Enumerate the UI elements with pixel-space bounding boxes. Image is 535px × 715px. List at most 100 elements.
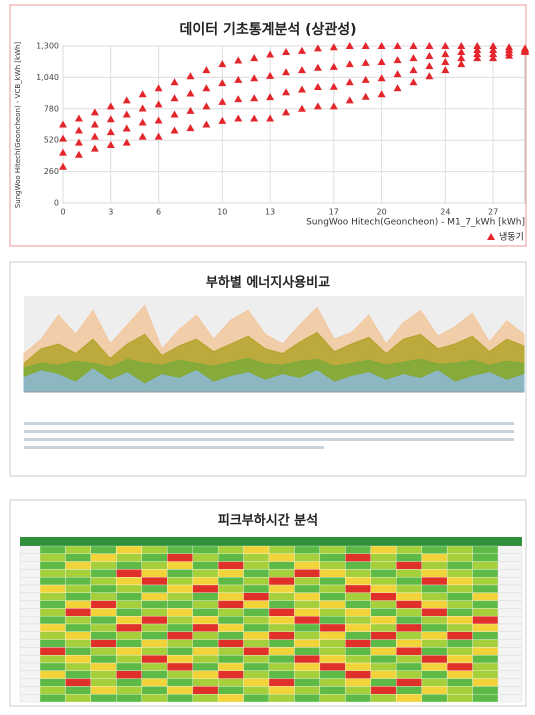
cell: [90, 608, 117, 617]
cell: [370, 545, 397, 554]
cell: [370, 670, 397, 679]
cell: [268, 670, 295, 679]
row-total: [497, 623, 523, 632]
point: [361, 42, 370, 49]
cell: [345, 662, 371, 671]
point: [218, 79, 227, 87]
plot-area: [62, 45, 526, 204]
point: [393, 56, 402, 64]
cell: [116, 623, 142, 632]
cell: [167, 639, 193, 648]
cell: [268, 623, 295, 632]
row-header: [19, 670, 41, 679]
cell: [90, 686, 117, 695]
row-total: [497, 577, 523, 586]
cell: [370, 655, 397, 664]
cell: [141, 670, 168, 679]
cell: [217, 561, 244, 570]
cell: [243, 553, 270, 562]
point: [361, 92, 370, 100]
y-tick-label: 780: [44, 104, 59, 113]
cell: [421, 584, 448, 593]
cell: [65, 694, 92, 703]
cell: [446, 670, 473, 679]
cell: [243, 577, 270, 586]
cell: [446, 561, 473, 570]
legend-placeholder: [24, 422, 514, 449]
x-tick-label: 17: [329, 208, 339, 217]
cell: [370, 616, 397, 625]
cell: [39, 553, 66, 562]
cell: [39, 686, 66, 695]
cell: [294, 545, 321, 554]
cell: [39, 592, 66, 601]
cell: [167, 561, 193, 570]
cell: [421, 608, 448, 617]
cell: [243, 600, 270, 609]
point: [106, 141, 115, 149]
cell: [90, 670, 117, 679]
cell: [217, 694, 244, 703]
cell: [141, 686, 168, 695]
cell: [446, 584, 473, 593]
cell: [446, 694, 473, 703]
cell: [90, 600, 117, 609]
cell: [243, 647, 270, 656]
cell: [446, 623, 473, 632]
row-header: [19, 623, 41, 632]
cell: [472, 553, 499, 562]
point: [457, 48, 466, 56]
point: [313, 44, 322, 52]
cell: [294, 569, 321, 578]
cell: [116, 631, 142, 640]
cell: [268, 686, 295, 695]
cell: [39, 694, 66, 703]
cell: [268, 608, 295, 617]
cell: [90, 639, 117, 648]
cell: [370, 577, 397, 586]
cell: [217, 623, 244, 632]
point: [74, 126, 83, 134]
cell: [39, 655, 66, 664]
cell: [268, 600, 295, 609]
cell: [345, 639, 371, 648]
cell: [167, 545, 193, 554]
cell: [65, 616, 92, 625]
cell: [116, 561, 142, 570]
cell: [472, 545, 499, 554]
cell: [243, 592, 270, 601]
cell: [268, 616, 295, 625]
point: [441, 66, 450, 74]
cell: [217, 686, 244, 695]
point: [489, 42, 498, 49]
point: [234, 114, 243, 122]
point: [425, 62, 434, 70]
point: [138, 90, 147, 98]
point: [282, 108, 291, 116]
cell: [319, 616, 346, 625]
cell: [90, 561, 117, 570]
point: [234, 75, 243, 83]
row-total: [497, 553, 523, 562]
cell: [65, 623, 92, 632]
point: [425, 42, 434, 49]
point: [266, 114, 275, 122]
cell: [370, 553, 397, 562]
cell: [294, 686, 321, 695]
point: [377, 74, 386, 82]
cell: [396, 584, 422, 593]
cell: [167, 631, 193, 640]
cell: [65, 569, 92, 578]
x-tick-label: 20: [377, 208, 387, 217]
cell: [217, 616, 244, 625]
point: [457, 60, 466, 68]
cell: [268, 592, 295, 601]
cell: [243, 608, 270, 617]
cell: [116, 545, 142, 554]
cell: [90, 616, 117, 625]
point: [441, 50, 450, 58]
cell: [167, 686, 193, 695]
cell: [421, 553, 448, 562]
cell: [370, 608, 397, 617]
point: [138, 118, 147, 126]
